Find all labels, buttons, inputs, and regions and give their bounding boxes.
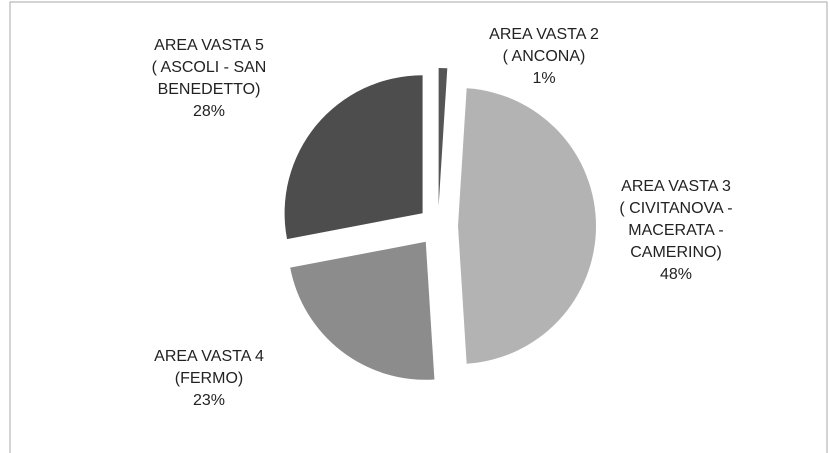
slice-label: AREA VASTA 5 xyxy=(154,37,264,54)
slice-label: ( ANCONA) xyxy=(503,48,586,65)
pie-slice xyxy=(438,68,448,207)
slice-label: AREA VASTA 2 xyxy=(489,26,599,43)
value-label: 1% xyxy=(532,70,555,87)
chart-border xyxy=(9,1,828,453)
value-label: 23% xyxy=(193,392,225,409)
pie-slice xyxy=(290,241,435,380)
pie-slice xyxy=(284,75,423,240)
pie-slice xyxy=(458,88,597,364)
slice-label: MACERATA - xyxy=(628,222,723,239)
value-label: 48% xyxy=(660,266,692,283)
value-label: 28% xyxy=(193,103,225,120)
slice-label: AREA VASTA 3 xyxy=(621,178,731,195)
slice-label: ( ASCOLI - SAN xyxy=(152,59,267,76)
slice-label: (FERMO) xyxy=(175,370,243,387)
slice-label: CAMERINO) xyxy=(630,244,722,261)
slice-label: AREA VASTA 4 xyxy=(154,348,264,365)
slice-label: ( CIVITANOVA - xyxy=(619,200,732,217)
slice-label: BENEDETTO) xyxy=(158,81,261,98)
